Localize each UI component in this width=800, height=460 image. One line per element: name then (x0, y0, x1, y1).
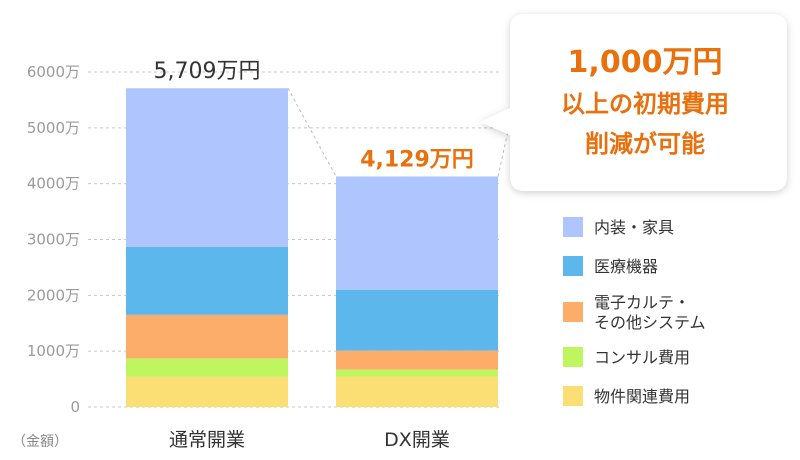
legend-swatch (563, 386, 583, 406)
bar-segment (126, 358, 288, 377)
x-category-label: 通常開業 (169, 429, 245, 451)
y-tick-label: 2000万 (27, 286, 80, 304)
legend-label: 内装・家具 (594, 218, 674, 237)
y-tick-label: 4000万 (27, 175, 80, 193)
legend-swatch (563, 256, 583, 276)
callout-amount: 1,000万円 (568, 45, 723, 80)
legend-label: 医療機器 (594, 257, 658, 276)
bar-segment (336, 176, 498, 290)
y-tick-label: 0 (70, 398, 80, 416)
bar-segment (336, 350, 498, 370)
legend-swatch (563, 217, 583, 237)
x-category-label: DX開業 (384, 429, 450, 451)
bar-segment (126, 88, 288, 247)
callout-bubble (480, 14, 787, 191)
bar-segment (336, 376, 498, 407)
legend-swatch (563, 302, 583, 322)
bar-total-label: 5,709万円 (154, 59, 261, 84)
legend-label: 物件関連費用 (594, 387, 690, 406)
legend-swatch (563, 347, 583, 367)
legend-label: 電子カルテ・その他システム (594, 293, 706, 332)
callout-line-2: 以上の初期費用 (561, 90, 729, 118)
bar-segment (336, 289, 498, 351)
bar-connector-top (287, 88, 337, 177)
bar-segment (126, 314, 288, 359)
y-tick-label: 6000万 (27, 63, 80, 81)
bar-segment (126, 376, 288, 407)
y-tick-label: 5000万 (27, 119, 80, 137)
bar-total-label: 4,129万円 (360, 147, 474, 172)
y-tick-label: 3000万 (27, 231, 80, 249)
y-axis-unit-label: （金額） (12, 434, 68, 450)
savings-callout: 1,000万円 以上の初期費用 削減が可能 (480, 14, 787, 191)
callout-line-3: 削減が可能 (585, 130, 705, 158)
legend-label: コンサル費用 (594, 348, 690, 367)
bar-segment (126, 246, 288, 315)
y-tick-label: 1000万 (27, 342, 80, 360)
bar-segment (336, 369, 498, 377)
